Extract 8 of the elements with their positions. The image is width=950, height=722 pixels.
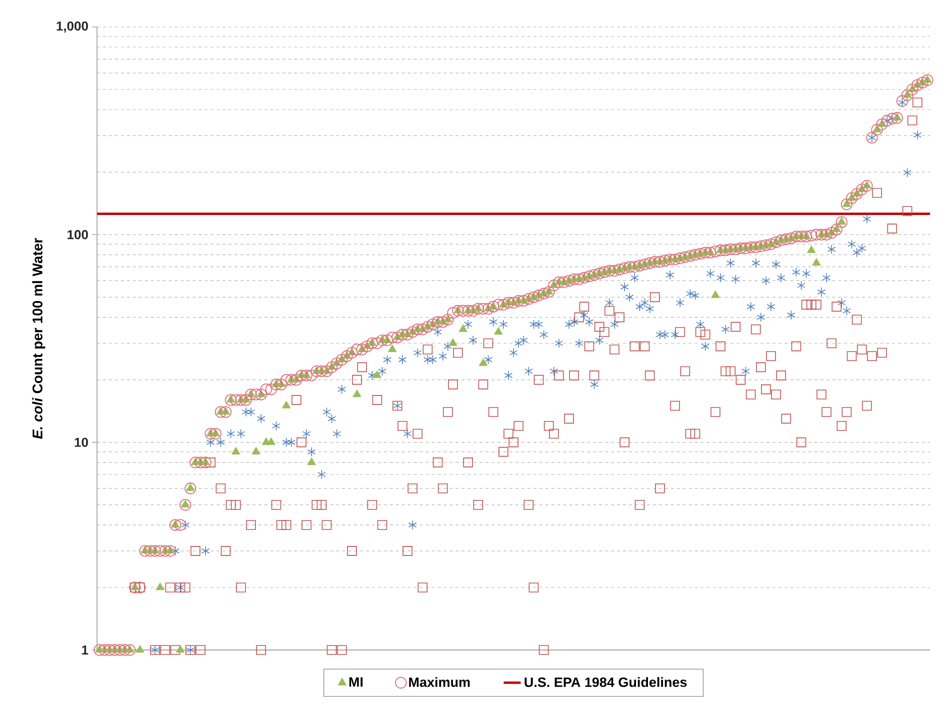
y-tick-label: 1	[82, 646, 88, 654]
y-tick-label: 1,000	[56, 21, 88, 33]
y-tick-label: 10	[74, 438, 88, 447]
legend-label: U.S. EPA 1984 Guidelines	[524, 677, 687, 687]
legend-label: MI	[349, 677, 363, 687]
y-tick-label: 100	[68, 230, 88, 240]
legend-label: Maximum	[409, 677, 470, 687]
y-axis-title: E. coli Count per 100 ml Water	[32, 238, 46, 439]
